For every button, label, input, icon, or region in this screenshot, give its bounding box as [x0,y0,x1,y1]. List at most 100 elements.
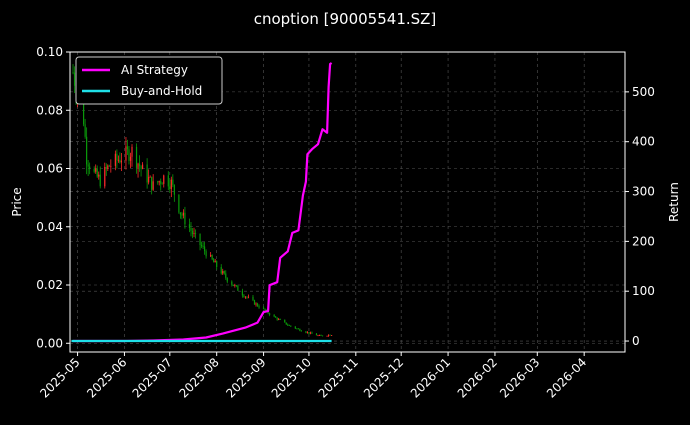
right-tick-label: 300 [632,185,655,199]
candle-body [200,245,203,247]
candle-body [184,212,186,225]
candle-body [190,227,192,231]
candle-body [167,175,169,187]
candle-body [241,290,243,296]
candlestick-series [72,64,333,337]
candle-body [264,308,266,311]
candle-body [255,303,257,305]
candle-body [199,233,201,246]
candle-body [256,303,259,307]
candle-body [296,328,298,330]
candle-body [231,281,233,285]
legend-box [75,56,223,105]
candle-body [247,296,250,298]
candle-body [93,168,95,172]
candle-body [170,179,172,190]
candle-body [141,164,144,169]
right-tick-label: 0 [632,334,640,348]
chart-title: cnoption [90005541.SZ] [254,10,437,28]
candle-body [173,184,175,195]
candle-body [179,212,181,215]
candle-body [120,160,123,163]
candle-body [279,319,281,320]
candle-body [163,175,165,184]
candle-body [107,165,109,169]
plot-frame [69,51,626,353]
candle-body [213,259,215,263]
candle-body [182,212,185,216]
candle-body [169,186,171,190]
candle-body [152,181,154,190]
candle-body [158,181,160,183]
candle-body [116,153,118,161]
candle-body [193,233,195,235]
candle-body [151,176,153,190]
candle-body [253,300,256,305]
candle-body [105,166,107,169]
right-tick-label: 400 [632,135,655,149]
candle-body [222,271,224,274]
candle-body [278,319,280,320]
candle-body [320,335,322,336]
left-axis: 0.00 0.02 0.04 0.06 0.08 0.10 [36,45,70,350]
legend: AI Strategy Buy-and-Hold [75,56,223,105]
candle-body [119,159,121,163]
left-axis-title: Price [10,187,24,216]
candle-body [86,136,88,165]
candle-body [290,325,292,327]
candle-body [191,230,194,235]
candle-body [327,334,330,336]
candle-body [284,319,286,323]
candle-body [305,331,307,333]
candle-body [137,163,139,168]
candle-body [211,255,213,260]
candle-body [252,296,254,301]
candle-body [326,335,328,337]
candle-body [287,324,289,326]
candle-body [308,332,310,334]
candle-body [87,164,89,167]
candle-body [83,95,85,125]
candle-body [235,285,237,287]
candle-body [108,165,110,167]
candle-body [269,313,271,315]
candle-body [317,335,319,337]
right-tick-label: 100 [632,284,655,298]
candle-body [210,255,212,257]
candle-body [329,334,331,336]
candle-body [125,146,127,161]
right-axis: 0 100 200 300 400 500 [625,85,655,348]
candle-body [160,181,162,184]
candle-body [161,183,163,185]
candle-body [203,246,206,252]
candle-body [84,124,86,137]
candle-body [194,233,197,234]
candle-body [149,176,151,178]
candle-body [172,179,174,185]
candle-body [220,266,222,274]
candle-body [114,153,116,166]
candle-body [73,72,76,86]
candle-body [98,174,100,177]
candle-body [237,285,239,291]
candle-body [309,332,312,334]
candle-body [321,335,324,337]
candle-body [135,146,138,168]
candle-body [300,330,302,332]
candle-body [276,317,278,320]
candle-body [288,325,290,326]
left-tick-label: 0.06 [36,162,63,176]
candle-body [131,146,133,157]
candle-body [311,332,313,334]
candle-body [138,163,141,167]
candle-body [72,72,74,74]
candle-body [234,285,236,287]
candle-body [89,166,91,169]
candle-body [95,168,97,172]
left-tick-label: 0.02 [36,278,63,292]
right-tick-label: 200 [632,234,655,248]
candle-body [117,159,119,161]
candle-body [285,322,287,325]
